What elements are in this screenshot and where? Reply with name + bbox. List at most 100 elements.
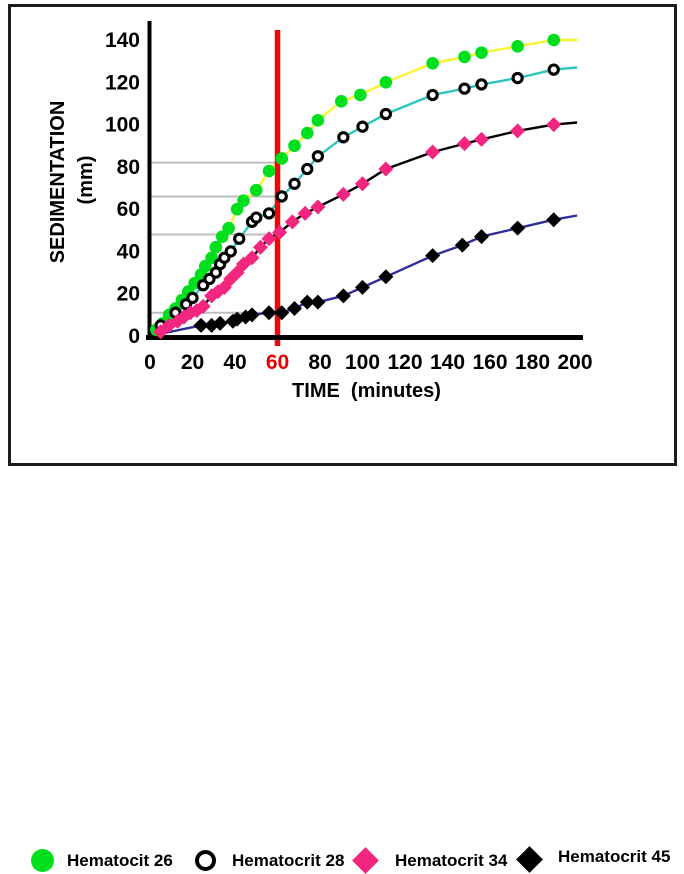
- series-markers-1: [154, 63, 560, 332]
- x-tick-label: 20: [181, 351, 204, 374]
- chart-frame: [8, 4, 677, 466]
- data-point-circle: [547, 33, 561, 47]
- data-point-diamond: [261, 305, 277, 321]
- x-tick-label: 180: [515, 351, 550, 374]
- data-point-open-circle: [356, 120, 369, 133]
- data-point-circle: [334, 95, 348, 108]
- data-point-open-circle: [458, 82, 471, 95]
- data-point-circle: [249, 183, 263, 197]
- data-point-circle: [205, 251, 218, 265]
- x-tick-label: 60: [266, 351, 289, 374]
- data-point-diamond: [261, 231, 277, 247]
- data-point-open-circle: [511, 71, 524, 85]
- data-point-diamond: [546, 212, 562, 228]
- data-point-diamond: [546, 117, 562, 133]
- y-axis-unit: (mm): [75, 155, 97, 205]
- legend-marker-pink-diamond-icon: [352, 847, 379, 874]
- data-point-diamond: [510, 220, 526, 236]
- data-point-circle: [300, 126, 314, 140]
- data-point-diamond: [244, 307, 260, 323]
- x-tick-label: 0: [144, 351, 156, 374]
- x-axis-title: TIME (minutes): [292, 380, 441, 402]
- data-point-diamond: [378, 161, 394, 177]
- legend-label-hematocrit-34: Hematocrit 34: [395, 851, 508, 870]
- y-tick-label: 120: [105, 71, 140, 94]
- data-point-open-circle: [288, 177, 301, 190]
- data-point-circle: [311, 114, 325, 127]
- data-point-circle: [458, 50, 471, 64]
- data-point-diamond: [310, 294, 326, 310]
- data-point-open-circle: [250, 211, 263, 224]
- data-point-diamond: [425, 144, 441, 160]
- data-point-open-circle: [337, 131, 350, 144]
- data-point-circle: [262, 164, 276, 178]
- data-point-circle: [354, 88, 367, 102]
- data-point-diamond: [193, 317, 209, 333]
- x-tick-label: 120: [387, 351, 422, 374]
- data-point-open-circle: [475, 78, 488, 91]
- data-point-diamond: [425, 248, 441, 264]
- data-point-diamond: [212, 315, 228, 331]
- data-point-circle: [426, 56, 439, 70]
- data-point-diamond: [287, 301, 302, 317]
- y-tick-label: 60: [117, 198, 140, 221]
- legend-label-hematocrit-28: Hematocrit 28: [232, 851, 345, 870]
- data-point-diamond: [284, 214, 300, 230]
- data-point-open-circle: [426, 88, 439, 102]
- data-point-open-circle: [301, 162, 314, 176]
- x-tick-label: 40: [223, 351, 246, 374]
- data-point-diamond: [272, 224, 288, 240]
- data-point-circle: [475, 46, 488, 59]
- data-point-open-circle: [233, 232, 246, 245]
- x-tick-label: 200: [557, 351, 592, 374]
- data-point-circle: [275, 152, 289, 165]
- chart-page: {"chart_data":{"type":"line","title":"",…: [0, 4, 684, 874]
- y-tick-label: 20: [117, 283, 140, 306]
- data-point-diamond: [310, 199, 326, 215]
- data-point-diamond: [510, 123, 526, 139]
- chart-legend: Hematocit 26 Hematocrit 28 Hematocrit 34…: [0, 420, 684, 874]
- series-line-1: [149, 66, 578, 337]
- y-tick-label: 140: [105, 29, 140, 52]
- data-point-diamond: [195, 298, 211, 314]
- legend-marker-filled-circle-icon: [31, 849, 54, 872]
- reference-lines: [150, 161, 278, 314]
- data-point-circle: [209, 240, 223, 254]
- y-tick-label: 0: [128, 325, 140, 348]
- y-tick-labels: 0 20 40 60 80 100 120 140: [105, 29, 140, 348]
- data-point-circle: [237, 194, 250, 207]
- data-point-open-circle: [275, 190, 288, 203]
- data-point-diamond: [457, 136, 472, 152]
- data-point-diamond: [297, 205, 313, 221]
- x-tick-label: 80: [308, 351, 331, 374]
- legend-marker-open-circle-icon: [195, 850, 216, 871]
- data-point-open-circle: [311, 150, 325, 163]
- y-tick-label: 80: [117, 156, 140, 179]
- data-point-open-circle: [224, 245, 237, 258]
- x-tick-label: 100: [345, 351, 380, 374]
- series-markers-2: [153, 117, 562, 340]
- data-point-diamond: [274, 305, 290, 321]
- y-axis-title: SEDIMENTATION: [47, 100, 69, 264]
- data-point-circle: [511, 40, 524, 53]
- data-point-diamond: [244, 250, 260, 266]
- x-tick-label: 160: [472, 351, 507, 374]
- x-tick-label: 140: [430, 351, 465, 374]
- data-point-diamond: [474, 229, 489, 245]
- data-point-open-circle: [547, 63, 560, 76]
- data-point-diamond: [335, 288, 351, 304]
- data-point-circle: [379, 75, 393, 89]
- data-point-open-circle: [186, 291, 199, 305]
- legend-label-hematocit-26: Hematocit 26: [67, 851, 173, 870]
- data-point-diamond: [253, 239, 268, 255]
- y-tick-label: 40: [117, 240, 140, 263]
- data-point-diamond: [335, 186, 351, 202]
- data-point-diamond: [474, 131, 489, 147]
- data-point-circle: [222, 221, 235, 235]
- legend-label-hematocrit-45: Hematocrit 45: [558, 847, 671, 866]
- data-point-diamond: [299, 294, 315, 310]
- x-tick-labels: 0 20 40 60 80 100 120 140 160 180 200: [144, 351, 592, 374]
- sedimentation-chart-plot: 0 20 40 60 80 100 120 140 0 20 40 60 80 100 120 140 160 1…: [105, 21, 593, 374]
- series-markers-3: [193, 212, 562, 333]
- y-tick-label: 100: [105, 114, 140, 137]
